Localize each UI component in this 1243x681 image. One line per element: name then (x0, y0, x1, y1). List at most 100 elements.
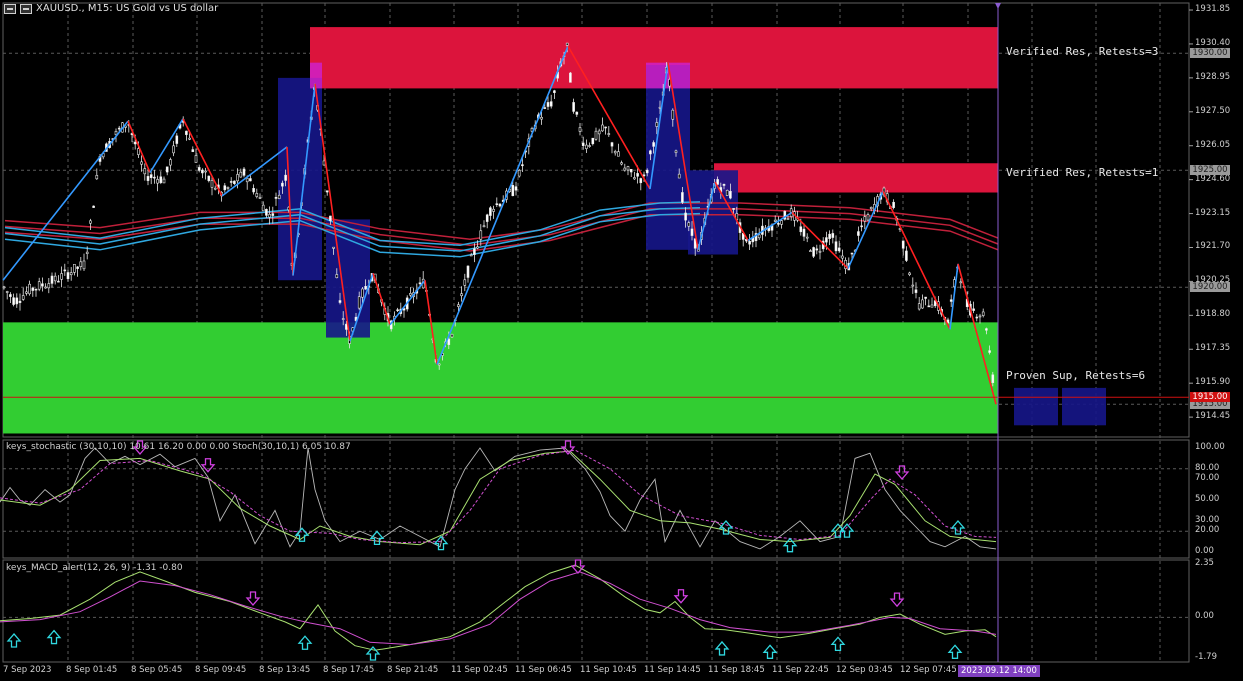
candle-body (169, 159, 172, 166)
candle-body (188, 137, 191, 140)
time-tick-label: 11 Sep 06:45 (515, 665, 572, 675)
order-block-box-magenta (310, 62, 322, 89)
candle-body (255, 193, 259, 197)
candle-body (489, 207, 492, 216)
buy-arrow-icon (950, 520, 966, 535)
zigzag-down-segment (372, 272, 391, 325)
buy-arrow-icon (46, 629, 62, 645)
candle-body (223, 185, 227, 191)
candle-body (546, 102, 550, 107)
stoch-tick-label: 80.00 (1195, 462, 1220, 473)
candle-body (191, 149, 195, 153)
candle-body (857, 231, 860, 236)
candle-body (549, 101, 553, 107)
candle-body (607, 133, 611, 135)
candle-body (722, 183, 726, 186)
time-tick-label: 11 Sep 18:45 (708, 665, 765, 675)
candle-body (617, 151, 620, 157)
candle-body (639, 178, 643, 184)
candle-body (921, 299, 924, 309)
level-price-badge: 1930.00 (1190, 48, 1230, 59)
chart-window-icon[interactable] (4, 3, 16, 14)
zigzag-down-segment (314, 83, 351, 342)
candle-body (156, 179, 159, 184)
candle-body (60, 273, 63, 280)
price-tick-label: 1924.60 (1195, 173, 1231, 184)
candle-body (44, 286, 47, 289)
candle-body (137, 148, 140, 155)
candle-body (671, 109, 675, 120)
candle-body (47, 283, 51, 289)
candle-body (901, 240, 905, 249)
zone-label-res-1: Verified Res, Retests=3 (1006, 45, 1159, 58)
candle-body (511, 185, 515, 197)
candle-body (681, 192, 684, 203)
candle-body (204, 170, 207, 173)
candle-body (485, 214, 489, 222)
candle-body (213, 187, 217, 190)
candle-body (732, 208, 735, 210)
zigzag-down-segment (567, 45, 651, 190)
candle-body (636, 173, 639, 177)
macd-main-line (0, 564, 997, 651)
candle-body (786, 218, 790, 220)
zigzag-down-segment (957, 263, 997, 405)
buy-arrow-icon (762, 644, 778, 659)
zigzag-up-segment (221, 146, 288, 197)
candle-body (76, 266, 79, 269)
sell-arrow-icon (200, 458, 216, 473)
candle-body (981, 311, 985, 316)
candle-body (495, 203, 499, 205)
chart-properties-icon[interactable] (20, 3, 32, 14)
candle-body (396, 309, 399, 312)
sell-arrow-icon (560, 440, 576, 455)
candle-body (498, 203, 502, 207)
candle-body (978, 315, 982, 318)
candle-body (601, 124, 604, 132)
zigzag-up-segment (149, 118, 184, 174)
candle-body (985, 328, 988, 331)
candle-body (959, 281, 963, 284)
candle-body (233, 180, 236, 184)
stoch-tick-label: 30.00 (1195, 514, 1220, 525)
candle-body (418, 282, 422, 285)
candle-body (674, 150, 678, 153)
candle-body (469, 254, 473, 257)
candle-body (780, 220, 783, 225)
time-tick-label: 12 Sep 07:45 (900, 665, 957, 675)
candle-body (629, 169, 633, 173)
candle-body (642, 174, 646, 177)
candle-body (837, 247, 841, 252)
zigzag-down-segment (182, 118, 223, 197)
candle-body (514, 186, 518, 191)
candle-body (841, 255, 844, 259)
candle-body (41, 283, 44, 287)
time-tick-label: 8 Sep 09:45 (195, 665, 247, 675)
candle-body (585, 144, 588, 149)
macd-signal-line (0, 571, 997, 646)
candle-body (754, 233, 758, 242)
time-tick-label: 11 Sep 14:45 (644, 665, 701, 675)
candle-body (565, 42, 569, 46)
time-tick-label: 12 Sep 03:45 (836, 665, 893, 675)
zigzag-up-segment (389, 279, 426, 326)
buy-arrow-icon (839, 523, 855, 538)
candle-body (799, 226, 803, 233)
moving-average-blue (4, 212, 701, 258)
candle-body (988, 350, 991, 353)
zone-label-sup: Proven Sup, Retests=6 (1006, 369, 1146, 382)
time-tick-label: 11 Sep 02:45 (451, 665, 508, 675)
candle-body (249, 178, 252, 182)
candle-body (594, 130, 598, 140)
candle-body (165, 166, 169, 173)
candle-body (201, 169, 204, 174)
zigzag-down-segment (667, 62, 699, 250)
candle-body (277, 194, 281, 199)
candle-body (972, 308, 975, 311)
candle-body (364, 286, 367, 290)
candle-body (114, 131, 118, 135)
candle-body (569, 72, 572, 83)
price-tick-label: 1918.80 (1195, 309, 1231, 320)
